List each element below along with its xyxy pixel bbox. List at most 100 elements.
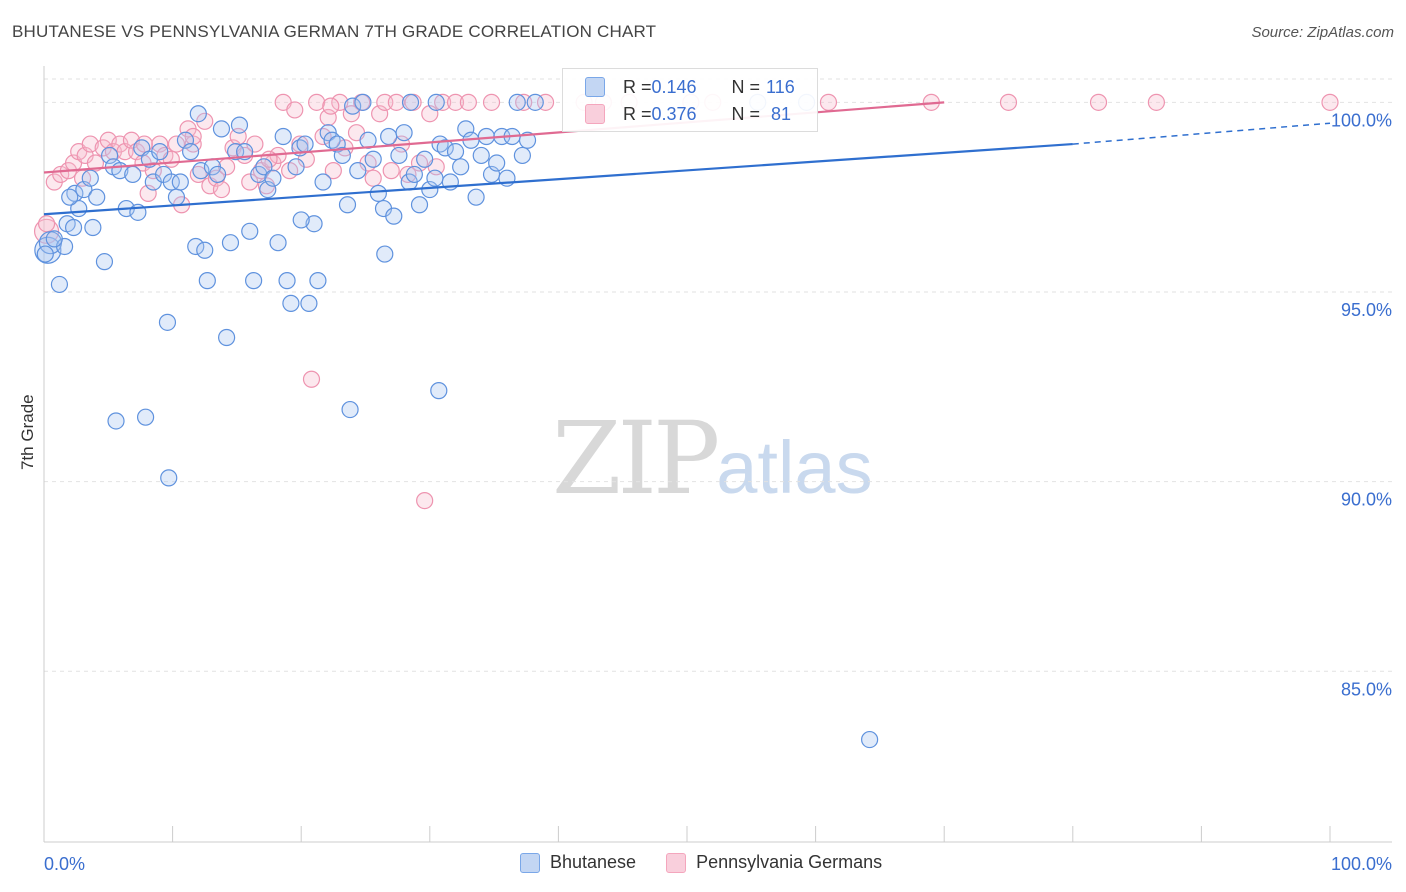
blue-point xyxy=(349,162,367,180)
pink-r-label: R = xyxy=(623,103,652,124)
watermark: ZIPatlas xyxy=(552,400,873,517)
pink-r-value: 0.376 xyxy=(651,103,697,124)
pink-point xyxy=(1147,93,1165,111)
pink-point xyxy=(819,93,838,111)
blue-n-label: N = xyxy=(731,76,761,97)
blue-point xyxy=(380,127,398,146)
blue-point xyxy=(333,146,351,165)
blue-point xyxy=(95,253,114,271)
blue-point xyxy=(209,165,227,184)
tick-labels: 100.0% 95.0% 90.0% 85.0% 0.0% 100.0% xyxy=(44,110,1392,874)
blue-point xyxy=(241,222,259,240)
pink-point xyxy=(167,135,186,153)
pink-point xyxy=(302,370,321,388)
pink-swatch xyxy=(585,104,605,124)
blue-point xyxy=(430,382,448,400)
blue-point xyxy=(278,272,296,290)
blue-point xyxy=(136,408,155,426)
blue-point xyxy=(508,93,526,111)
blue-point xyxy=(245,272,263,290)
blue-point xyxy=(84,218,102,237)
pink-point xyxy=(446,93,465,111)
blue-series-points xyxy=(34,93,879,749)
blue-point xyxy=(395,124,413,142)
blue-point xyxy=(309,272,327,290)
blue-r-label: R = xyxy=(623,76,652,97)
stats-legend: R = 0.146 N = 116 R = 0.376 N = 81 xyxy=(562,68,818,132)
blue-point xyxy=(518,131,537,149)
pink-n-label: N = xyxy=(731,103,761,124)
blue-point xyxy=(196,241,214,259)
blue-point xyxy=(107,412,125,430)
blue-point xyxy=(81,169,99,187)
watermark-zip: ZIP xyxy=(552,400,720,517)
blue-point xyxy=(100,146,119,165)
blue-point xyxy=(34,236,62,264)
blue-point xyxy=(488,154,506,172)
pink-point xyxy=(482,93,501,111)
blue-point xyxy=(151,143,169,161)
blue-point xyxy=(526,93,544,111)
y-tick-label: 85.0% xyxy=(1341,679,1392,699)
blue-point xyxy=(376,245,394,263)
blue-point xyxy=(61,188,79,206)
watermark-atlas: atlas xyxy=(716,426,873,509)
blue-point xyxy=(513,146,531,165)
blue-point xyxy=(296,135,314,153)
pink-point xyxy=(382,162,400,180)
blue-point xyxy=(427,93,445,111)
blue-point xyxy=(171,173,189,191)
blue-point xyxy=(167,188,186,206)
legend-pink-label: Pennsylvania Germans xyxy=(696,852,883,872)
blue-point xyxy=(452,158,470,176)
pink-point xyxy=(364,169,382,187)
x-tick-label-max: 100.0% xyxy=(1331,854,1392,874)
pink-n-value: 81 xyxy=(766,103,792,124)
blue-point xyxy=(472,146,490,165)
blue-point xyxy=(160,469,178,487)
pink-point xyxy=(212,180,231,199)
blue-point xyxy=(446,143,465,161)
pink-point xyxy=(286,101,304,119)
blue-point xyxy=(198,272,216,290)
x-tick-label-min: 0.0% xyxy=(44,854,85,874)
source-label: Source: ZipAtlas.com xyxy=(1251,24,1394,41)
blue-point xyxy=(467,188,485,206)
blue-trend-extension xyxy=(1072,122,1331,145)
blue-point xyxy=(344,97,362,115)
blue-point xyxy=(364,150,382,168)
blue-point xyxy=(158,313,177,331)
blue-r-value: 0.146 xyxy=(651,76,697,97)
blue-point xyxy=(50,275,69,294)
pink-point xyxy=(1089,93,1108,111)
pink-point xyxy=(459,93,477,111)
blue-point xyxy=(338,196,357,214)
blue-point xyxy=(390,146,408,165)
blue-point xyxy=(416,150,434,168)
blue-point xyxy=(292,211,310,229)
blue-point xyxy=(227,143,245,161)
blue-point xyxy=(305,215,323,233)
y-tick-label: 95.0% xyxy=(1341,300,1392,320)
blue-point xyxy=(162,173,180,191)
blue-point xyxy=(354,93,372,111)
blue-n-value: 116 xyxy=(766,76,795,97)
blue-point xyxy=(410,196,429,214)
pink-point xyxy=(416,492,434,510)
legend-item-bhutanese: Bhutanese xyxy=(520,852,636,873)
blue-point xyxy=(187,237,205,256)
y-tick-label: 100.0% xyxy=(1331,110,1392,130)
blue-point xyxy=(36,245,54,263)
blue-swatch xyxy=(585,77,605,97)
blue-point xyxy=(385,207,403,225)
pink-point xyxy=(308,93,326,111)
legend-item-pennsylvania-germans: Pennsylvania Germans xyxy=(666,852,882,873)
chart-title: BHUTANESE VS PENNSYLVANIA GERMAN 7TH GRA… xyxy=(12,22,657,41)
pink-point xyxy=(324,162,342,180)
pink-point xyxy=(37,215,56,233)
stats-row-blue: R = 0.146 N = 116 xyxy=(585,75,795,99)
pink-point xyxy=(331,93,349,111)
axes xyxy=(43,66,1392,843)
blue-point xyxy=(401,93,420,111)
